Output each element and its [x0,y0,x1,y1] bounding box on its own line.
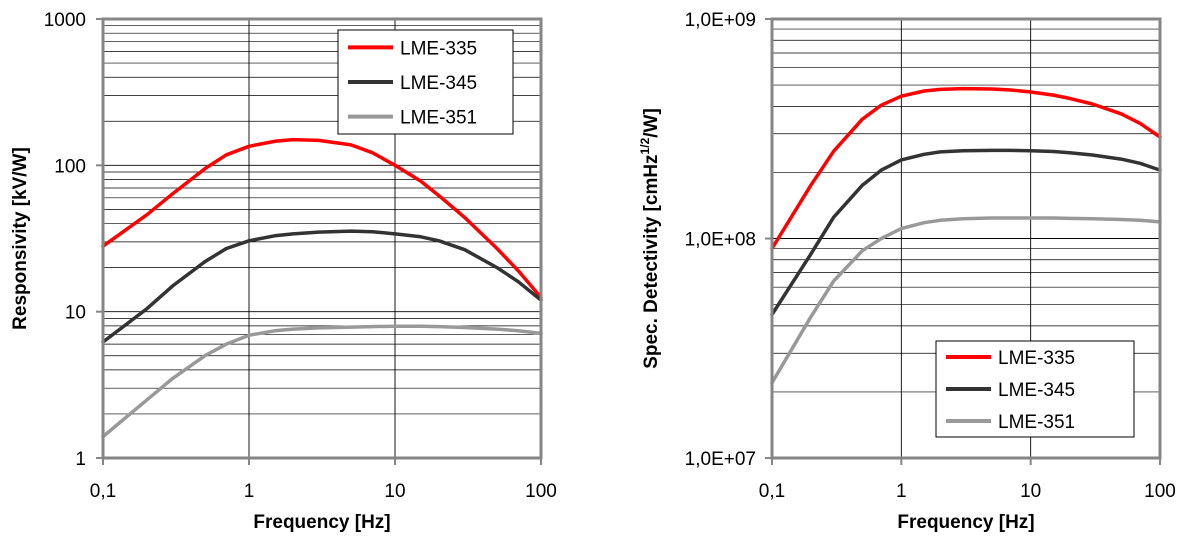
x-tick-label: 10 [1020,481,1041,502]
legend-label: LME-335 [998,348,1075,369]
legend: LME-335 LME-345 LME-351 [337,29,514,135]
x-tick-label: 0,1 [759,481,785,502]
legend-label: LME-345 [998,380,1075,401]
y-axis-title: Spec. Detectivity [cmHz1/2/W] [638,108,662,369]
y-tick-label: 1000 [44,10,86,31]
series-line-lme-345 [770,148,1162,317]
plot-frame [101,17,543,460]
y-tick-label: 100 [54,156,86,177]
legend: LME-335 LME-345 LME-351 [935,340,1135,438]
legend-label: LME-335 [400,38,477,59]
x-axis-title: Frequency [Hz] [897,512,1034,533]
series-line-lme-345 [101,229,543,344]
y-axis-title: Responsivity [kV/W] [10,147,31,330]
series-line-lme-335 [770,86,1162,251]
y-tick-label: 1,0E+07 [685,449,756,470]
x-tick-label: 0,1 [90,481,116,502]
grid-lines [772,19,1160,458]
y-tick-label: 1 [75,449,86,470]
x-tick-label: 10 [384,481,405,502]
y-axis-title-superscript: 1/2 [638,137,652,154]
y-tick-label: 1,0E+08 [685,230,756,251]
legend-label: LME-351 [998,412,1075,433]
y-tick-label: 10 [65,303,86,324]
detectivity-chart: 0,1 1 10 100 1,0E+07 1,0E+08 1,0E+09 Frequency … [638,10,1176,533]
y-axis-title-tail: /W] [641,108,662,138]
x-tick-label: 1 [244,481,255,502]
series-line-lme-351 [770,216,1162,385]
legend-label: LME-345 [400,73,477,94]
legend-label: LME-351 [400,108,477,129]
x-tick-label: 100 [525,481,557,502]
x-tick-label: 1 [896,481,907,502]
x-axis-title: Frequency [Hz] [253,512,390,533]
x-tick-label: 100 [1144,481,1176,502]
y-tick-label: 1,0E+09 [685,10,756,31]
y-axis-title-main: Spec. Detectivity [cmHz [641,154,662,368]
series-line-lme-351 [101,324,543,439]
series-line-lme-335 [101,137,543,300]
